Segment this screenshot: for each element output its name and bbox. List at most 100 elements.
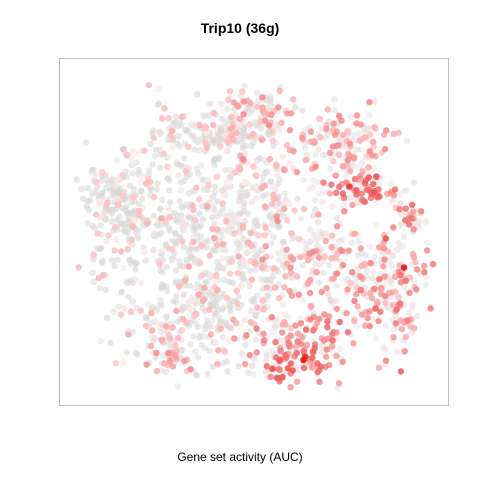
scatter-point: [129, 223, 136, 230]
scatter-point: [231, 335, 238, 342]
scatter-point: [89, 256, 96, 263]
scatter-point: [99, 257, 106, 265]
scatter-point: [259, 297, 266, 304]
scatter-point: [265, 122, 273, 129]
scatter-point: [400, 233, 408, 240]
scatter-point: [397, 279, 405, 286]
scatter-point: [112, 195, 120, 202]
scatter-point: [230, 316, 237, 323]
scatter-point: [179, 238, 186, 245]
scatter-point: [166, 335, 174, 343]
scatter-point: [293, 349, 300, 357]
scatter-point: [198, 242, 205, 249]
scatter-point: [306, 250, 313, 257]
scatter-point: [289, 367, 296, 374]
scatter-point: [324, 290, 332, 297]
scatter-point: [145, 81, 152, 89]
scatter-point: [269, 191, 277, 199]
scatter-point: [382, 292, 389, 300]
scatter-point: [234, 270, 242, 277]
scatter-point: [280, 166, 288, 173]
scatter-point: [345, 195, 353, 202]
scatter-point: [176, 143, 183, 150]
scatter-point: [329, 203, 336, 210]
scatter-point: [211, 220, 218, 227]
scatter-point: [283, 260, 291, 267]
scatter-point: [333, 352, 340, 360]
scatter-point: [405, 221, 413, 228]
scatter-point: [414, 266, 421, 273]
scatter-point: [190, 333, 197, 340]
scatter-point: [218, 232, 226, 240]
scatter-point: [292, 322, 299, 329]
scatter-point: [366, 99, 373, 106]
scatter-point: [346, 279, 353, 286]
scatter-point: [240, 155, 247, 163]
scatter-point: [297, 254, 304, 261]
scatter-point: [297, 315, 304, 322]
scatter-point: [276, 357, 283, 365]
scatter-point: [263, 284, 270, 291]
scatter-point: [270, 233, 277, 241]
scatter-point: [211, 311, 219, 318]
scatter-point: [271, 322, 279, 329]
scatter-point: [156, 164, 164, 171]
scatter-point: [343, 171, 350, 179]
scatter-point: [195, 223, 203, 230]
scatter-point: [205, 135, 212, 142]
scatter-point: [287, 264, 294, 271]
scatter-point: [237, 229, 244, 237]
scatter-point: [276, 87, 283, 95]
scatter-point: [224, 228, 232, 235]
scatter-point: [293, 168, 301, 176]
scatter-point: [218, 115, 226, 123]
scatter-point: [95, 274, 102, 282]
scatter-point: [326, 261, 333, 269]
scatter-point: [242, 263, 250, 270]
scatter-point: [318, 342, 326, 349]
scatter-point: [290, 148, 297, 155]
scatter-point: [323, 353, 330, 360]
scatter-point: [243, 332, 250, 339]
scatter-point: [353, 290, 360, 298]
scatter-point: [309, 184, 317, 191]
scatter-point: [220, 304, 228, 311]
scatter-point: [223, 295, 231, 302]
scatter-point: [291, 287, 298, 295]
scatter-point: [399, 243, 407, 250]
scatter-point: [141, 147, 148, 154]
scatter-point: [328, 243, 335, 251]
scatter-point: [112, 182, 119, 189]
scatter-point: [330, 120, 337, 127]
scatter-point: [104, 199, 111, 206]
scatter-point: [186, 282, 194, 290]
scatter-point: [234, 247, 241, 255]
scatter-point: [131, 216, 138, 224]
scatter-point: [408, 215, 415, 222]
scatter-point: [269, 137, 277, 144]
scatter-point: [105, 232, 112, 239]
scatter-point: [240, 257, 247, 264]
scatter-point: [321, 151, 329, 159]
scatter-point: [322, 363, 329, 371]
scatter-point: [135, 200, 143, 208]
scatter-point: [269, 221, 276, 228]
scatter-point: [320, 189, 328, 196]
scatter-point: [247, 108, 254, 115]
scatter-point: [128, 155, 136, 162]
scatter-point: [273, 162, 280, 169]
scatter-point: [219, 255, 226, 262]
scatter-point: [242, 142, 249, 149]
scatter-point: [333, 282, 340, 289]
scatter-point: [330, 275, 337, 282]
scatter-point: [397, 368, 405, 375]
scatter-point: [180, 244, 188, 251]
scatter-point: [174, 335, 182, 342]
scatter-point: [173, 307, 180, 315]
scatter-point: [225, 338, 233, 345]
scatter-point: [127, 308, 135, 315]
scatter-point: [389, 252, 396, 260]
scatter-point: [302, 326, 310, 333]
scatter-point: [355, 238, 362, 245]
scatter-point: [288, 110, 295, 117]
